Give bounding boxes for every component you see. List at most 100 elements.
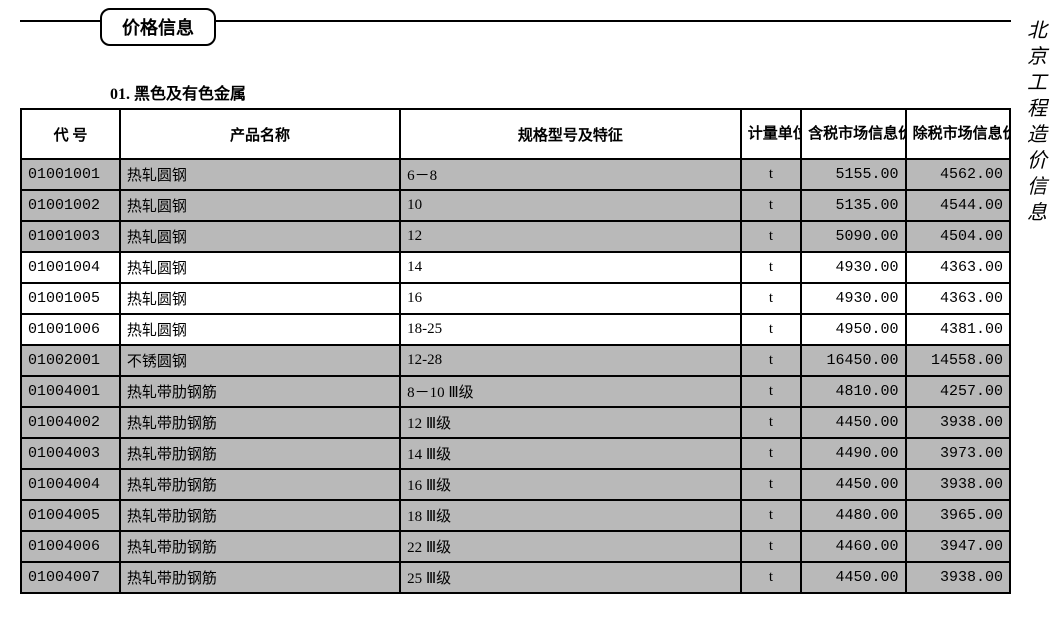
spec-cell: 8－10 Ⅲ级	[400, 376, 741, 407]
price-notax-cell: 4363.00	[906, 283, 1010, 314]
col-price-tax: 含税市场信息价格	[801, 109, 905, 159]
price-tax-cell: 4490.00	[801, 438, 905, 469]
price-tax-cell: 4450.00	[801, 469, 905, 500]
name-cell: 热轧圆钢	[120, 190, 400, 221]
col-price-notax: 除税市场信息价格	[906, 109, 1010, 159]
unit-cell: t	[741, 407, 801, 438]
name-cell: 热轧带肋钢筋	[120, 438, 400, 469]
table-row: 01001001热轧圆钢6－8t5155.004562.00	[21, 159, 1010, 190]
price-tax-cell: 5135.00	[801, 190, 905, 221]
price-tax-cell: 4460.00	[801, 531, 905, 562]
spec-cell: 16	[400, 283, 741, 314]
unit-cell: t	[741, 562, 801, 593]
price-tax-cell: 5090.00	[801, 221, 905, 252]
price-notax-cell: 4544.00	[906, 190, 1010, 221]
unit-cell: t	[741, 469, 801, 500]
price-notax-cell: 4381.00	[906, 314, 1010, 345]
price-notax-cell: 3938.00	[906, 469, 1010, 500]
unit-cell: t	[741, 190, 801, 221]
unit-cell: t	[741, 438, 801, 469]
code-cell: 01004002	[21, 407, 120, 438]
table-row: 01002001不锈圆钢12-28t16450.0014558.00	[21, 345, 1010, 376]
price-notax-cell: 4257.00	[906, 376, 1010, 407]
name-cell: 热轧圆钢	[120, 283, 400, 314]
table-row: 01004006热轧带肋钢筋22 Ⅲ级t4460.003947.00	[21, 531, 1010, 562]
name-cell: 热轧圆钢	[120, 221, 400, 252]
unit-cell: t	[741, 314, 801, 345]
code-cell: 01001001	[21, 159, 120, 190]
unit-cell: t	[741, 252, 801, 283]
name-cell: 热轧带肋钢筋	[120, 376, 400, 407]
spec-cell: 22 Ⅲ级	[400, 531, 741, 562]
price-tax-cell: 4930.00	[801, 283, 905, 314]
price-tax-cell: 16450.00	[801, 345, 905, 376]
spec-cell: 12-28	[400, 345, 741, 376]
table-row: 01001003热轧圆钢12t5090.004504.00	[21, 221, 1010, 252]
spec-cell: 14 Ⅲ级	[400, 438, 741, 469]
name-cell: 热轧带肋钢筋	[120, 562, 400, 593]
unit-cell: t	[741, 159, 801, 190]
unit-cell: t	[741, 283, 801, 314]
code-cell: 01001003	[21, 221, 120, 252]
name-cell: 热轧圆钢	[120, 252, 400, 283]
code-cell: 01004003	[21, 438, 120, 469]
code-cell: 01001006	[21, 314, 120, 345]
price-tax-cell: 4810.00	[801, 376, 905, 407]
unit-cell: t	[741, 531, 801, 562]
code-cell: 01004006	[21, 531, 120, 562]
price-notax-cell: 3965.00	[906, 500, 1010, 531]
price-tax-cell: 4450.00	[801, 407, 905, 438]
price-notax-cell: 3938.00	[906, 407, 1010, 438]
table-row: 01004005热轧带肋钢筋18 Ⅲ级t4480.003965.00	[21, 500, 1010, 531]
price-notax-cell: 3947.00	[906, 531, 1010, 562]
col-name: 产品名称	[120, 109, 400, 159]
side-vertical-caption: 北京工程造价信息	[1025, 18, 1049, 226]
price-table-body: 01001001热轧圆钢6－8t5155.004562.0001001002热轧…	[21, 159, 1010, 593]
price-notax-cell: 4562.00	[906, 159, 1010, 190]
code-cell: 01004005	[21, 500, 120, 531]
price-tax-cell: 5155.00	[801, 159, 905, 190]
spec-cell: 18-25	[400, 314, 741, 345]
page-title-badge: 价格信息	[100, 8, 216, 46]
unit-cell: t	[741, 345, 801, 376]
code-cell: 01001002	[21, 190, 120, 221]
table-row: 01004007热轧带肋钢筋25 Ⅲ级t4450.003938.00	[21, 562, 1010, 593]
price-table: 代 号 产品名称 规格型号及特征 计量单位 含税市场信息价格 除税市场信息价格 …	[20, 108, 1011, 594]
name-cell: 热轧带肋钢筋	[120, 500, 400, 531]
price-notax-cell: 14558.00	[906, 345, 1010, 376]
price-notax-cell: 4504.00	[906, 221, 1010, 252]
spec-cell: 14	[400, 252, 741, 283]
code-cell: 01001004	[21, 252, 120, 283]
spec-cell: 25 Ⅲ级	[400, 562, 741, 593]
name-cell: 不锈圆钢	[120, 345, 400, 376]
section-title: 01. 黑色及有色金属	[110, 80, 246, 104]
spec-cell: 12 Ⅲ级	[400, 407, 741, 438]
price-tax-cell: 4480.00	[801, 500, 905, 531]
table-row: 01001004热轧圆钢14t4930.004363.00	[21, 252, 1010, 283]
table-row: 01001005热轧圆钢16t4930.004363.00	[21, 283, 1010, 314]
table-row: 01001006热轧圆钢18-25t4950.004381.00	[21, 314, 1010, 345]
code-cell: 01001005	[21, 283, 120, 314]
unit-cell: t	[741, 221, 801, 252]
price-notax-cell: 4363.00	[906, 252, 1010, 283]
price-tax-cell: 4950.00	[801, 314, 905, 345]
price-tax-cell: 4450.00	[801, 562, 905, 593]
table-row: 01001002热轧圆钢10t5135.004544.00	[21, 190, 1010, 221]
col-code: 代 号	[21, 109, 120, 159]
name-cell: 热轧带肋钢筋	[120, 407, 400, 438]
name-cell: 热轧圆钢	[120, 159, 400, 190]
spec-cell: 10	[400, 190, 741, 221]
price-notax-cell: 3938.00	[906, 562, 1010, 593]
name-cell: 热轧圆钢	[120, 314, 400, 345]
spec-cell: 16 Ⅲ级	[400, 469, 741, 500]
table-row: 01004002热轧带肋钢筋12 Ⅲ级t4450.003938.00	[21, 407, 1010, 438]
table-row: 01004003热轧带肋钢筋14 Ⅲ级t4490.003973.00	[21, 438, 1010, 469]
price-tax-cell: 4930.00	[801, 252, 905, 283]
col-unit: 计量单位	[741, 109, 801, 159]
table-row: 01004004热轧带肋钢筋16 Ⅲ级t4450.003938.00	[21, 469, 1010, 500]
spec-cell: 18 Ⅲ级	[400, 500, 741, 531]
code-cell: 01004007	[21, 562, 120, 593]
price-table-container: 代 号 产品名称 规格型号及特征 计量单位 含税市场信息价格 除税市场信息价格 …	[20, 108, 1011, 594]
table-row: 01004001热轧带肋钢筋8－10 Ⅲ级t4810.004257.00	[21, 376, 1010, 407]
spec-cell: 6－8	[400, 159, 741, 190]
